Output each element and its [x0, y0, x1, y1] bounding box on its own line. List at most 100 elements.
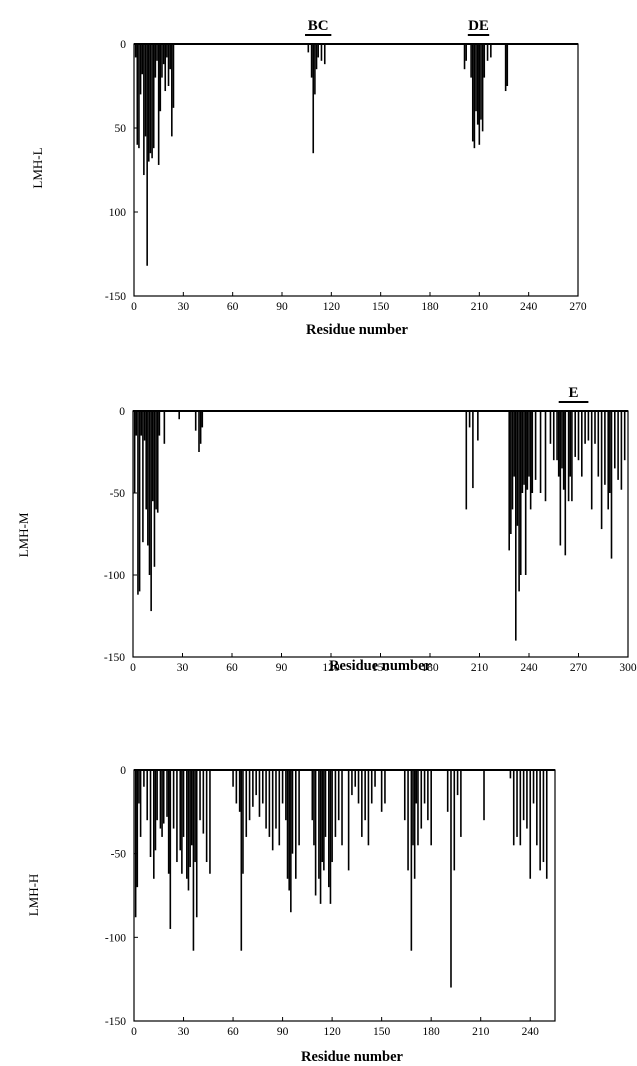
bar [169, 44, 171, 70]
bar [312, 44, 315, 154]
bar [614, 411, 616, 469]
y-axis-label: LMH-L [30, 147, 45, 188]
bar [133, 411, 136, 493]
x-tick-label: 30 [177, 662, 189, 674]
bar [138, 770, 140, 804]
bar [172, 770, 175, 829]
bar [235, 770, 238, 804]
bar [604, 411, 606, 485]
bar [590, 411, 593, 510]
bar [347, 770, 350, 871]
y-tick-label: 0 [120, 39, 126, 51]
bar [134, 44, 137, 58]
bar [135, 411, 138, 436]
x-tick-label: 30 [178, 301, 190, 313]
bar [412, 770, 414, 846]
x-tick-label: 150 [373, 1026, 391, 1038]
bar [446, 770, 449, 812]
bar [156, 770, 158, 821]
bar [456, 770, 459, 796]
bar [407, 770, 409, 871]
x-tick-label: 240 [522, 1026, 540, 1038]
bar [480, 44, 482, 120]
bar [594, 411, 596, 444]
bar [529, 411, 532, 510]
x-tick-label: 0 [131, 1026, 137, 1038]
bar [420, 770, 423, 829]
y-tick-label: -50 [110, 488, 126, 500]
x-tick-label: 300 [619, 662, 637, 674]
x-tick-label: 180 [421, 301, 439, 313]
bar [490, 44, 492, 58]
y-tick-label: -100 [104, 570, 125, 582]
bar [617, 411, 619, 480]
bar [477, 411, 479, 441]
panel-lmh-l: LMH-L Residue number 0 30 60 90 120 150 180 210… [30, 18, 587, 338]
panel-lmh-m: LMH-M Residue number 0 30 60 90 120 150 180 210… [16, 385, 637, 674]
bar [271, 770, 274, 851]
x-tick-label: 30 [178, 1026, 190, 1038]
bar [194, 770, 196, 863]
x-tick-label: 240 [520, 662, 538, 674]
bar [511, 411, 514, 510]
bar [232, 770, 234, 787]
x-axis-label: Residue number [329, 658, 431, 674]
x-tick-label: 0 [131, 301, 137, 313]
bar [171, 44, 173, 137]
bar [318, 770, 320, 879]
bar [415, 770, 418, 804]
bar [162, 770, 165, 824]
bar [508, 411, 510, 551]
bar [532, 770, 535, 804]
bar [286, 770, 289, 879]
bar [167, 44, 170, 86]
bar [182, 770, 185, 837]
bar [149, 770, 152, 858]
bar [317, 44, 319, 58]
bar [190, 770, 193, 846]
bar [556, 411, 558, 461]
bar [483, 44, 486, 78]
bar [539, 770, 541, 871]
bar [314, 44, 316, 95]
y-tick-label: 100 [109, 207, 127, 219]
bar [468, 411, 471, 428]
bar [574, 411, 576, 457]
y-tick-label: -100 [105, 932, 126, 944]
bar [278, 770, 281, 846]
bar [364, 770, 366, 821]
bar [202, 770, 205, 834]
bar [136, 770, 139, 888]
bar [324, 770, 327, 837]
x-tick-label: 210 [471, 301, 489, 313]
bar [145, 411, 147, 510]
bar [315, 44, 318, 70]
bar [531, 411, 534, 493]
x-tick-label: 90 [276, 662, 288, 674]
plot-frame [133, 43, 579, 297]
bar [334, 770, 337, 837]
bar [354, 770, 357, 787]
bar [265, 770, 267, 829]
x-tick-label: 180 [421, 662, 439, 674]
bar [463, 44, 466, 70]
bar [515, 411, 517, 641]
bar [238, 770, 241, 812]
bar [518, 411, 520, 592]
bar [255, 770, 257, 796]
bar [148, 44, 150, 162]
y-tick-label: -150 [105, 1016, 126, 1028]
bar [169, 770, 172, 929]
bar [156, 44, 158, 61]
x-tick-label: 150 [372, 301, 390, 313]
bar [367, 770, 370, 846]
y-tick-label: -150 [104, 652, 125, 664]
bar [567, 411, 570, 502]
bar [172, 44, 175, 108]
bar [153, 770, 155, 879]
x-axis-label: Residue number [306, 322, 408, 338]
bar [351, 770, 353, 796]
bar [261, 770, 264, 804]
bar [252, 770, 254, 807]
bar [281, 770, 284, 804]
